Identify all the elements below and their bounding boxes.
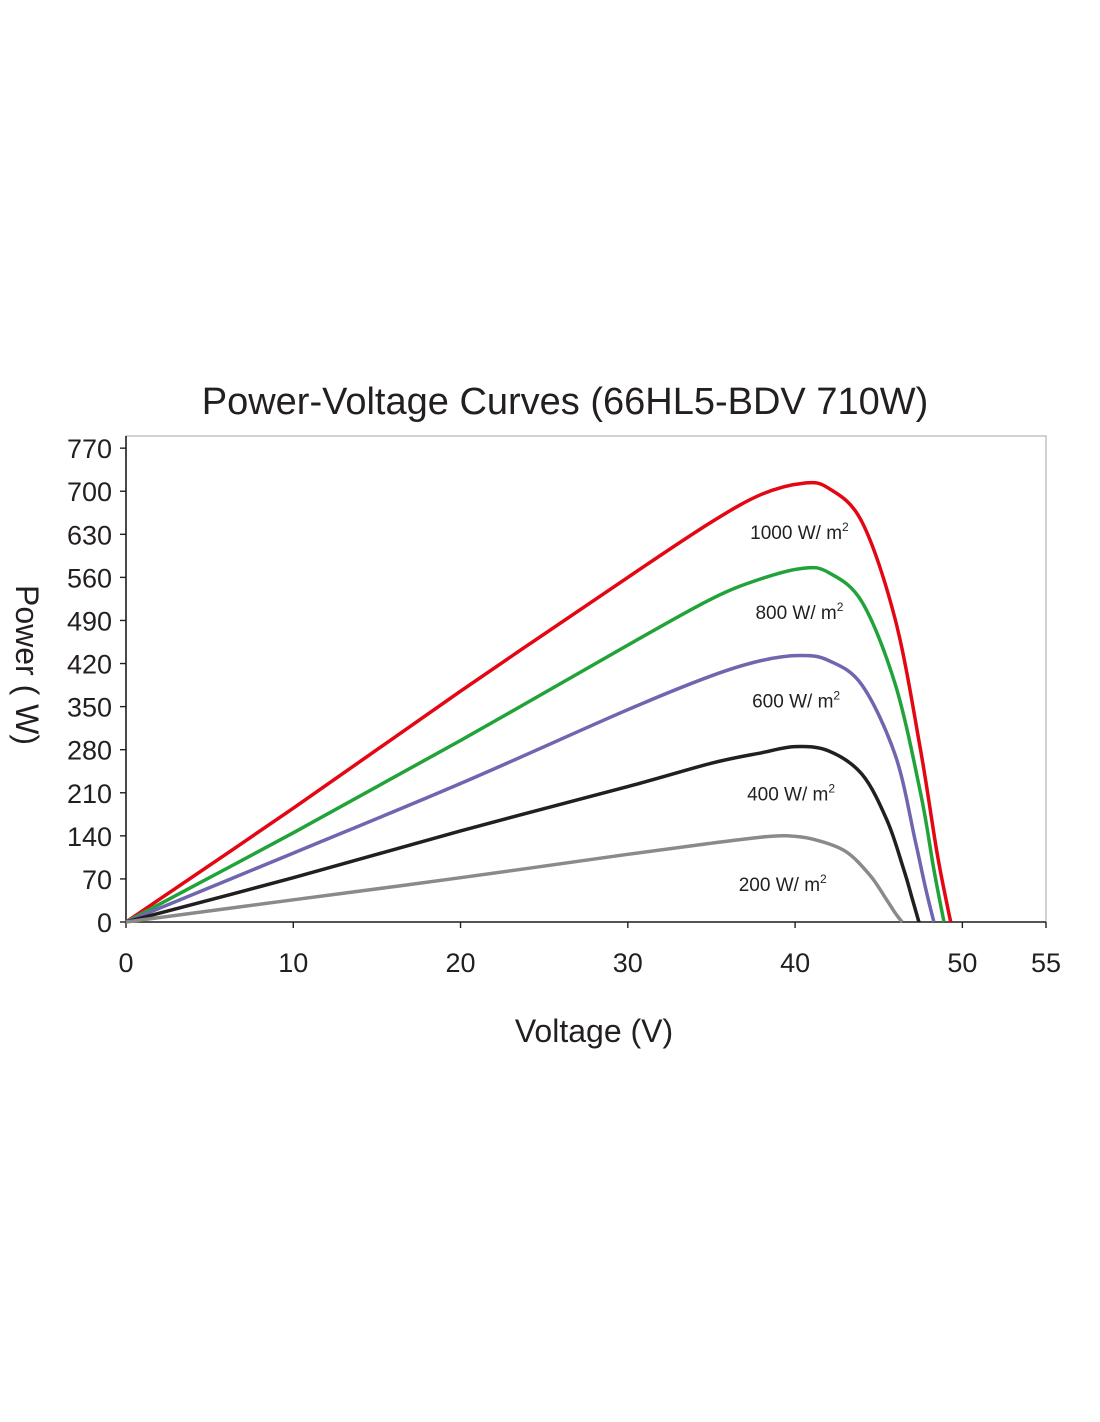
chart-title: Power-Voltage Curves (66HL5-BDV 710W) (202, 381, 929, 423)
x-tick-label: 30 (613, 948, 643, 978)
x-tick-label: 0 (118, 948, 133, 978)
y-tick-label: 280 (67, 736, 112, 766)
y-tick-label: 420 (67, 650, 112, 680)
series-line-600-wm2 (125, 653, 936, 924)
y-tick-label: 140 (67, 822, 112, 852)
series-label-superscript: 2 (828, 782, 835, 796)
series-label: 1000 W/ m2 (750, 520, 849, 544)
x-axis-title: Voltage (V) (515, 1013, 673, 1049)
x-tick-label: 10 (278, 948, 308, 978)
series-label-text: 200 W/ m (739, 875, 820, 896)
y-tick-label: 350 (67, 693, 112, 723)
y-axis-ticks: 0 70 140 210 280 350 420 490 560 630 700 770 (67, 434, 126, 938)
series-label-superscript: 2 (842, 520, 849, 534)
y-tick-label: 630 (67, 520, 112, 550)
y-tick-label: 210 (67, 779, 112, 809)
x-tick-label: 55 (1031, 948, 1061, 978)
series-label-superscript: 2 (820, 872, 827, 886)
x-tick-label: 50 (947, 948, 977, 978)
series-line-800-wm2 (125, 565, 946, 924)
x-axis-ticks: 0 10 20 30 40 50 55 (118, 922, 1061, 978)
series-label: 800 W/ m2 (755, 600, 843, 624)
series-label-text: 800 W/ m (755, 603, 836, 624)
series-label: 400 W/ m2 (747, 782, 835, 806)
series-label: 600 W/ m2 (752, 689, 840, 713)
series-label-text: 600 W/ m (752, 692, 833, 713)
series-line-1000-wm2 (125, 480, 953, 924)
y-axis-title: Power ( W) (9, 585, 45, 745)
y-tick-label: 560 (67, 563, 112, 593)
series-lines (125, 480, 953, 924)
series-line-400-wm2 (125, 744, 921, 924)
series-label-text: 400 W/ m (747, 785, 828, 806)
series-label: 200 W/ m2 (739, 872, 827, 896)
x-tick-label: 20 (446, 948, 476, 978)
y-tick-label: 70 (82, 865, 112, 895)
series-label-superscript: 2 (833, 689, 840, 703)
series-label-text: 1000 W/ m (750, 523, 842, 544)
y-tick-label: 0 (97, 908, 112, 938)
y-tick-label: 700 (67, 477, 112, 507)
series-label-superscript: 2 (837, 600, 844, 614)
y-tick-label: 770 (67, 434, 112, 464)
y-tick-label: 490 (67, 606, 112, 636)
x-tick-label: 40 (780, 948, 810, 978)
series-line-200-wm2 (125, 833, 904, 924)
